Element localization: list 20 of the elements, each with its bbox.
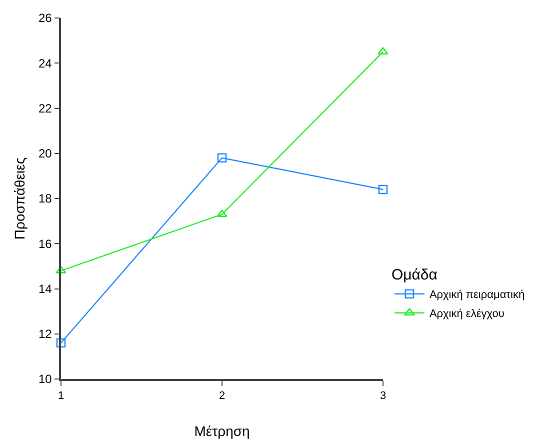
- point: [217, 153, 227, 163]
- x-tick-label: 1: [58, 390, 64, 402]
- y-tick-label: 26: [38, 11, 52, 26]
- y-tick-label: 22: [38, 101, 52, 116]
- legend-label: Αρχική πειραματική: [429, 289, 525, 302]
- legend-label: Αρχική ελέγχου: [429, 308, 504, 320]
- x-axis-title: Μέτρηση: [194, 422, 250, 439]
- x-tick-label: 2: [218, 390, 226, 402]
- x-tick-label: 3: [380, 390, 386, 402]
- y-tick-label: 18: [38, 192, 52, 206]
- y-tick-label: 20: [38, 146, 52, 161]
- y-tick-label: 16: [38, 236, 52, 251]
- y-tick-label: 14: [38, 282, 52, 296]
- y-axis-title: Προσπάθειες: [12, 157, 28, 240]
- y-tick-label: 10: [38, 372, 52, 386]
- point: [378, 184, 388, 194]
- y-tick-label: 24: [38, 56, 52, 70]
- point: [56, 338, 66, 348]
- legend-title: Ομάδα: [391, 266, 438, 284]
- y-tick-label: 12: [38, 327, 52, 342]
